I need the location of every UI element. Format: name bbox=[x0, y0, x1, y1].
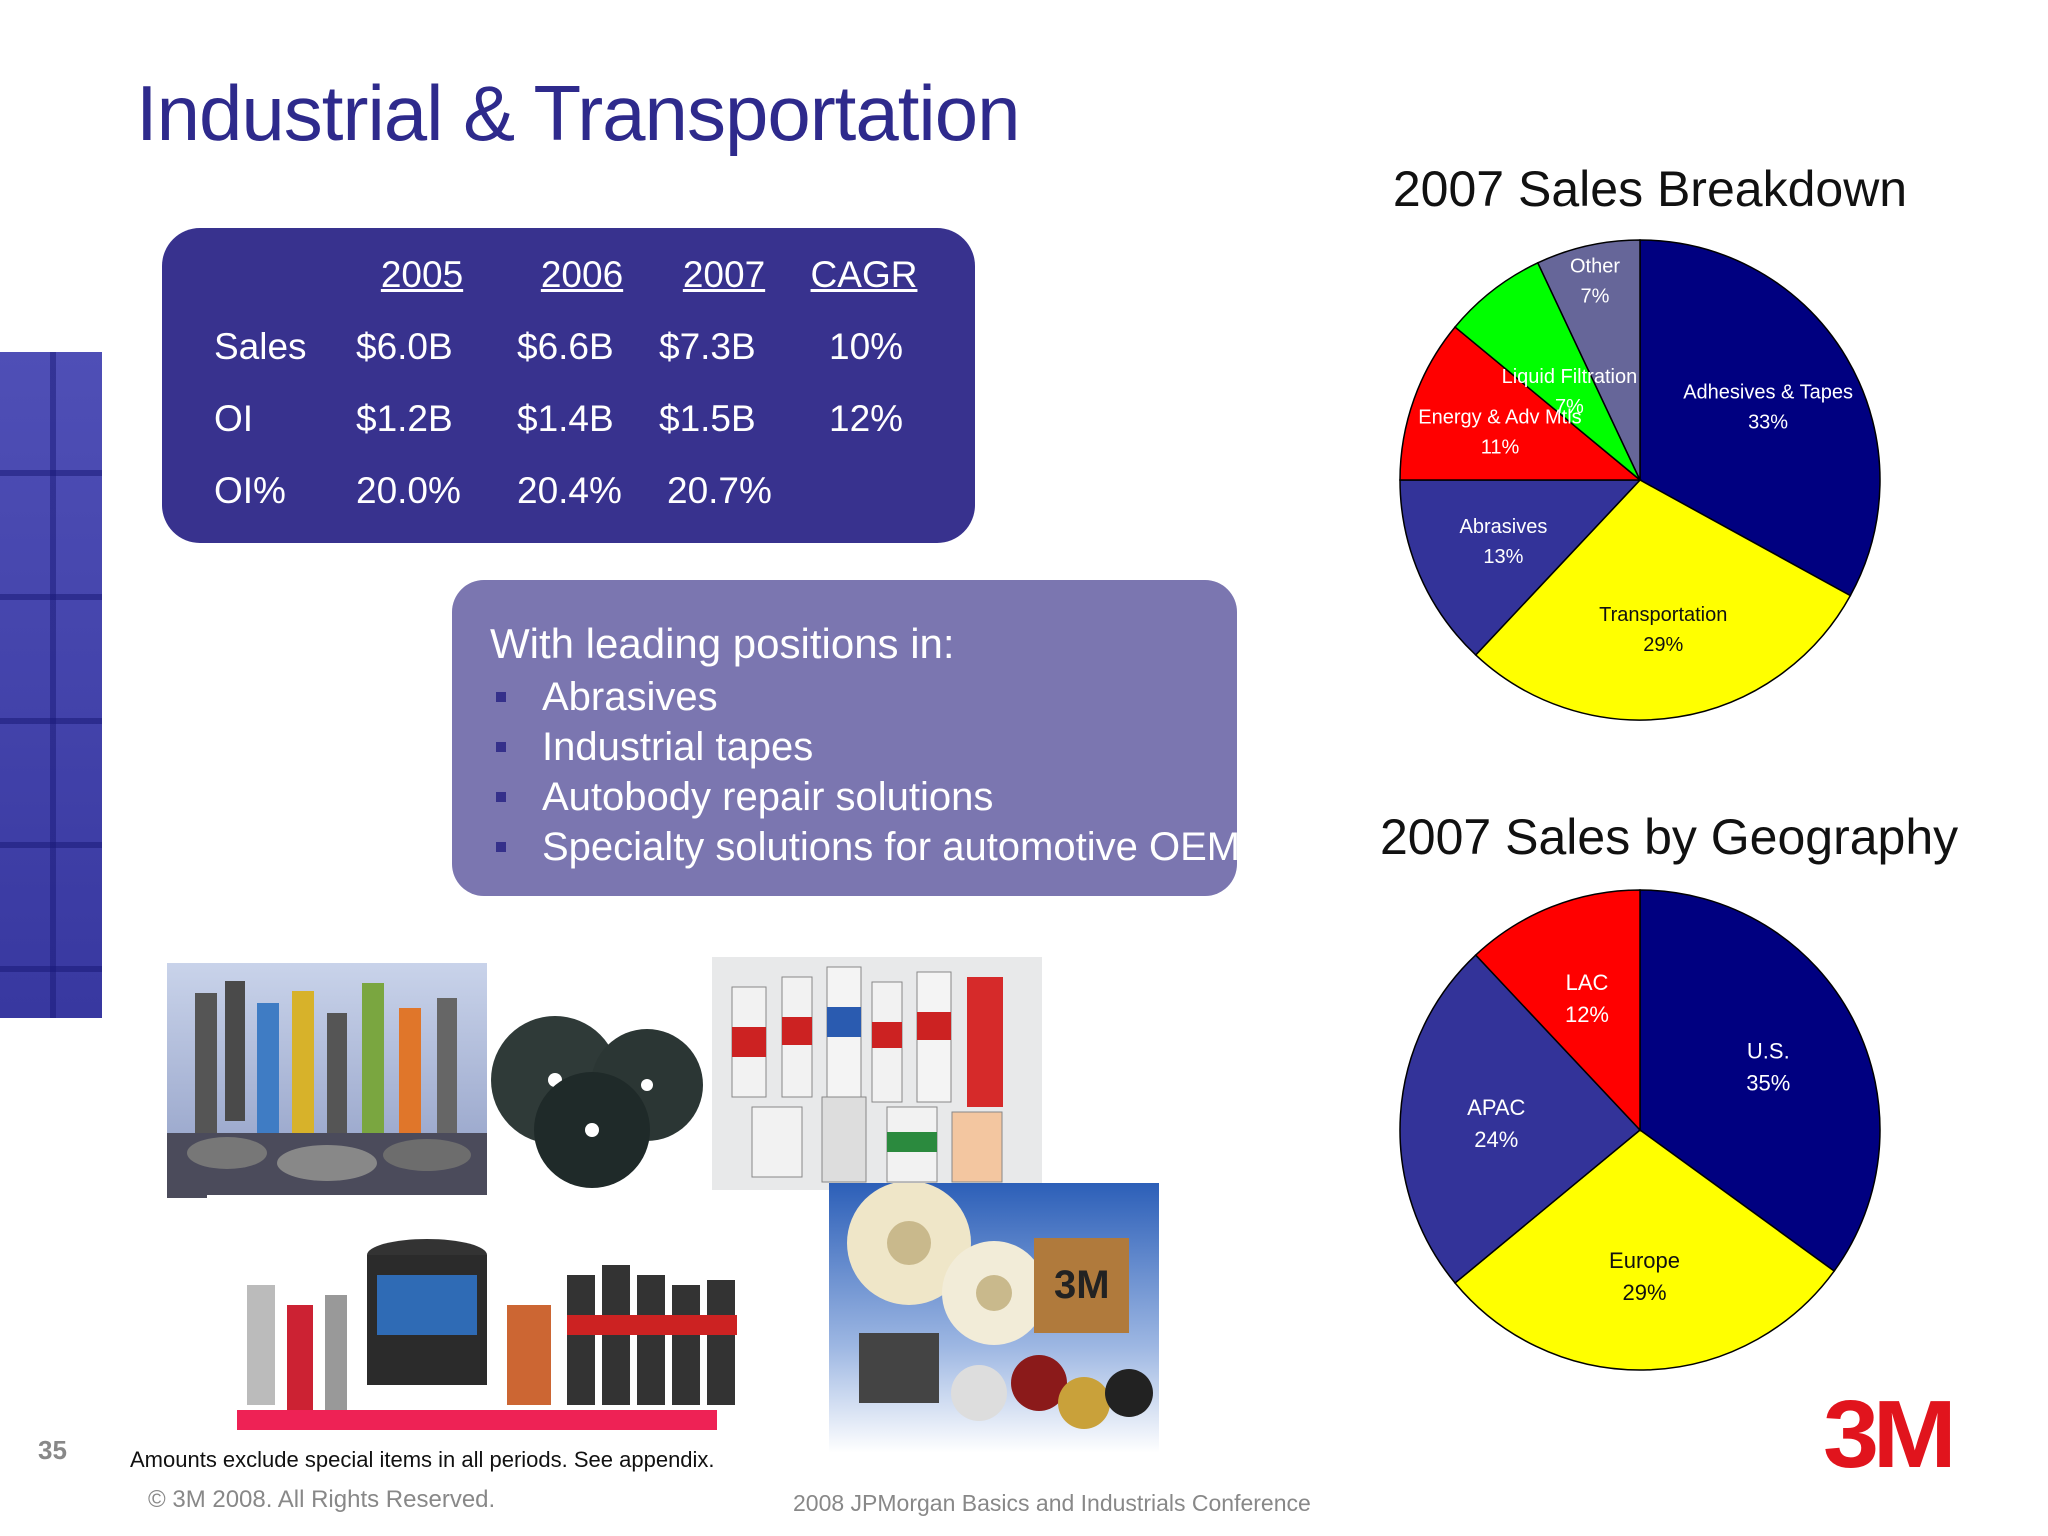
header-cagr: CAGR bbox=[810, 254, 918, 295]
3m-logo: 3M bbox=[1822, 1381, 1957, 1488]
pie-label-other: Other bbox=[1570, 256, 1620, 278]
row-label-sales: Sales bbox=[214, 326, 307, 367]
chart-title-sales-breakdown: 2007 Sales Breakdown bbox=[1392, 161, 1908, 217]
header-2006: 2006 bbox=[540, 254, 624, 295]
pie-label-energy-adv-mtls: Energy & Adv Mtls bbox=[1418, 407, 1581, 429]
header-2005: 2005 bbox=[380, 254, 464, 295]
list-item-text: Abrasives bbox=[542, 675, 718, 719]
bullet-icon bbox=[496, 792, 506, 802]
list-item: Specialty solutions for automotive OEMs bbox=[490, 822, 1260, 872]
pie-value-other: 7% bbox=[1581, 286, 1610, 308]
cell-oi-2005: $1.2B bbox=[356, 398, 453, 439]
fasteners-photo bbox=[167, 963, 487, 1198]
pie-value-energy-adv-mtls: 11% bbox=[1481, 437, 1520, 459]
pie-value-europe: 29% bbox=[1622, 1280, 1666, 1305]
pie-chart-sales-breakdown: Adhesives & Tapes 33% Transportation 29% Abr… bbox=[1399, 239, 1881, 721]
copyright: © 3M 2008. All Rights Reserved. bbox=[148, 1486, 496, 1513]
pie-slice-adhesives-tapes bbox=[1639, 239, 1881, 597]
row-label-oi: OI bbox=[214, 398, 254, 439]
pie-chart-sales-geography: U.S. 35% Europe 29% APAC 24% LAC 12% bbox=[1399, 889, 1881, 1371]
financials-table: 2005 2006 2007 CAGR Sales $6.0B $6.6B $7… bbox=[162, 228, 975, 543]
pie-label-apac: APAC bbox=[1467, 1095, 1525, 1120]
pie-slice-other bbox=[1536, 239, 1641, 481]
pie-value-adhesives-tapes: 33% bbox=[1748, 411, 1788, 433]
cell-oipct-2007: 20.7% bbox=[667, 470, 772, 511]
svg-text:3M: 3M bbox=[1054, 1263, 1110, 1307]
leading-positions-list: Abrasives Industrial tapes Autobody repa… bbox=[490, 672, 1260, 872]
decorative-side-image bbox=[0, 352, 102, 1018]
pie-slice-europe bbox=[1454, 1129, 1836, 1371]
leading-positions-box: With leading positions in: Abrasives Ind… bbox=[452, 580, 1260, 896]
cell-oipct-2005: 20.0% bbox=[356, 470, 461, 511]
pie-slice-transportation bbox=[1474, 479, 1852, 721]
bullet-icon bbox=[496, 842, 506, 852]
pie-slice-u-s- bbox=[1639, 889, 1881, 1273]
cell-oi-2007: $1.5B bbox=[659, 398, 756, 439]
pie-label-europe: Europe bbox=[1609, 1248, 1680, 1273]
leading-positions-heading: With leading positions in: bbox=[490, 620, 955, 667]
cell-oi-2006: $1.4B bbox=[517, 398, 614, 439]
pie-value-transportation: 29% bbox=[1643, 634, 1683, 656]
pie-slice-abrasives bbox=[1399, 479, 1642, 657]
pie-value-abrasives: 13% bbox=[1483, 546, 1523, 568]
page-number: 35 bbox=[38, 1435, 67, 1465]
header-2007: 2007 bbox=[682, 254, 766, 295]
cell-sales-2007: $7.3B bbox=[659, 326, 756, 367]
list-item-text: Specialty solutions for automotive OEMs bbox=[542, 825, 1261, 869]
cell-oi-cagr: 12% bbox=[829, 398, 904, 439]
abrasive-discs-photo bbox=[487, 1005, 707, 1190]
list-item: Autobody repair solutions bbox=[490, 772, 1260, 822]
cell-sales-2005: $6.0B bbox=[356, 326, 453, 367]
list-item: Industrial tapes bbox=[490, 722, 1260, 772]
pie-value-u-s-: 35% bbox=[1746, 1071, 1790, 1096]
slide-title: Industrial & Transportation bbox=[136, 69, 1020, 157]
spray-cans-photo bbox=[712, 957, 1042, 1190]
pie-slice-energy-adv-mtls bbox=[1399, 325, 1643, 481]
pie-label-abrasives: Abrasives bbox=[1460, 516, 1548, 538]
autobody-products-photo bbox=[207, 1195, 777, 1450]
pie-label-transportation: Transportation bbox=[1599, 604, 1727, 626]
bullet-icon bbox=[496, 692, 506, 702]
pie-label-lac: LAC bbox=[1566, 970, 1609, 995]
pie-label-u-s-: U.S. bbox=[1747, 1039, 1790, 1064]
list-item-text: Industrial tapes bbox=[542, 725, 814, 769]
bullet-icon bbox=[496, 742, 506, 752]
pie-value-apac: 24% bbox=[1474, 1127, 1518, 1152]
pie-value-lac: 12% bbox=[1565, 1002, 1609, 1027]
conference-name: 2008 JPMorgan Basics and Industrials Con… bbox=[793, 1490, 1311, 1516]
cell-oipct-2006: 20.4% bbox=[517, 470, 622, 511]
pie-slice-apac bbox=[1399, 953, 1642, 1285]
cell-sales-cagr: 10% bbox=[829, 326, 904, 367]
row-label-oi-pct: OI% bbox=[214, 470, 286, 511]
cell-sales-2006: $6.6B bbox=[517, 326, 614, 367]
list-item-text: Autobody repair solutions bbox=[542, 775, 994, 819]
chart-title-sales-geography: 2007 Sales by Geography bbox=[1380, 809, 1959, 865]
pie-slice-lac bbox=[1474, 889, 1641, 1132]
pie-slice-liquid-filtration bbox=[1454, 261, 1641, 481]
footnote: Amounts exclude special items in all per… bbox=[130, 1447, 715, 1472]
tape-products-photo: 3M bbox=[829, 1183, 1159, 1453]
list-item: Abrasives bbox=[490, 672, 1260, 722]
pie-label-adhesives-tapes: Adhesives & Tapes bbox=[1683, 381, 1853, 403]
pie-value-liquid-filtration: 7% bbox=[1555, 396, 1584, 418]
pie-label-liquid-filtration: Liquid Filtration bbox=[1502, 366, 1638, 388]
